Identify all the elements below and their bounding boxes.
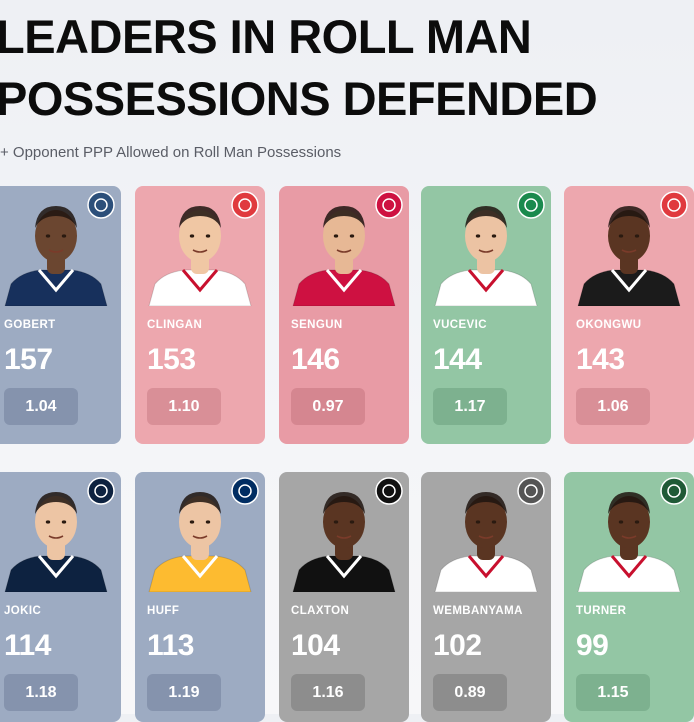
possessions-value: 146: [291, 343, 340, 376]
player-headshot: [577, 492, 681, 592]
player-name: HUFF: [147, 605, 180, 617]
player-name: CLAXTON: [291, 605, 350, 617]
possessions-value: 114: [4, 629, 51, 662]
player-headshot: [577, 206, 681, 306]
player-headshot: [292, 206, 396, 306]
title-line-1: LEADERS IN ROLL MAN: [0, 10, 532, 63]
player-card-gobert[interactable]: GOBERT 157 1.04: [0, 186, 121, 444]
ppp-allowed-badge: 1.04: [4, 388, 78, 425]
player-headshot: [434, 492, 538, 592]
possessions-value: 99: [576, 629, 609, 662]
player-name: CLINGAN: [147, 319, 203, 331]
player-headshot: [4, 206, 108, 306]
player-headshot: [4, 492, 108, 592]
possessions-value: 104: [291, 629, 340, 662]
player-name: SENGUN: [291, 319, 343, 331]
possessions-value: 153: [147, 343, 196, 376]
trail-blazers-logo-icon: [231, 191, 259, 219]
player-name: WEMBANYAMA: [433, 605, 523, 617]
ppp-allowed-badge: 0.89: [433, 674, 507, 711]
ppp-allowed-badge: 1.10: [147, 388, 221, 425]
hawks-logo-icon: [660, 191, 688, 219]
ppp-allowed-badge: 1.18: [4, 674, 78, 711]
ppp-allowed-badge: 0.97: [291, 388, 365, 425]
player-name: OKONGWU: [576, 319, 642, 331]
ppp-allowed-badge: 1.19: [147, 674, 221, 711]
timberwolves-logo-icon: [87, 191, 115, 219]
title-line-2: POSSESSIONS DEFENDED: [0, 72, 598, 125]
ppp-allowed-badge: 1.17: [433, 388, 507, 425]
player-headshot: [292, 492, 396, 592]
player-card-jokic[interactable]: JOKIC 114 1.18: [0, 472, 121, 722]
rockets-logo-icon: [375, 191, 403, 219]
player-card-vucevic[interactable]: VUCEVIC 144 1.17: [421, 186, 551, 444]
page-title: LEADERS IN ROLL MAN POSSESSIONS DEFENDED: [0, 6, 598, 130]
ppp-allowed-badge: 1.16: [291, 674, 365, 711]
player-card-turner[interactable]: TURNER 99 1.15: [564, 472, 694, 722]
possessions-value: 102: [433, 629, 482, 662]
bucks-logo-icon: [660, 477, 688, 505]
ppp-allowed-badge: 1.15: [576, 674, 650, 711]
player-card-sengun[interactable]: SENGUN 146 0.97: [279, 186, 409, 444]
player-card-okongwu[interactable]: OKONGWU 143 1.06: [564, 186, 694, 444]
player-headshot: [148, 492, 252, 592]
celtics-logo-icon: [517, 191, 545, 219]
possessions-value: 143: [576, 343, 625, 376]
spurs-logo-icon: [517, 477, 545, 505]
player-headshot: [434, 206, 538, 306]
possessions-value: 157: [4, 343, 53, 376]
player-name: VUCEVIC: [433, 319, 487, 331]
nets-logo-icon: [375, 477, 403, 505]
player-card-huff[interactable]: HUFF 113 1.19: [135, 472, 265, 722]
page-subtitle: + Opponent PPP Allowed on Roll Man Posse…: [0, 144, 342, 161]
possessions-value: 113: [147, 629, 194, 662]
player-card-wembanyama[interactable]: WEMBANYAMA 102 0.89: [421, 472, 551, 722]
player-card-claxton[interactable]: CLAXTON 104 1.16: [279, 472, 409, 722]
player-name: TURNER: [576, 605, 627, 617]
ppp-allowed-badge: 1.06: [576, 388, 650, 425]
player-name: JOKIC: [4, 605, 42, 617]
nuggets-logo-icon: [87, 477, 115, 505]
pacers-logo-icon: [231, 477, 259, 505]
player-headshot: [148, 206, 252, 306]
possessions-value: 144: [433, 343, 482, 376]
player-card-clingan[interactable]: CLINGAN 153 1.10: [135, 186, 265, 444]
player-name: GOBERT: [4, 319, 56, 331]
